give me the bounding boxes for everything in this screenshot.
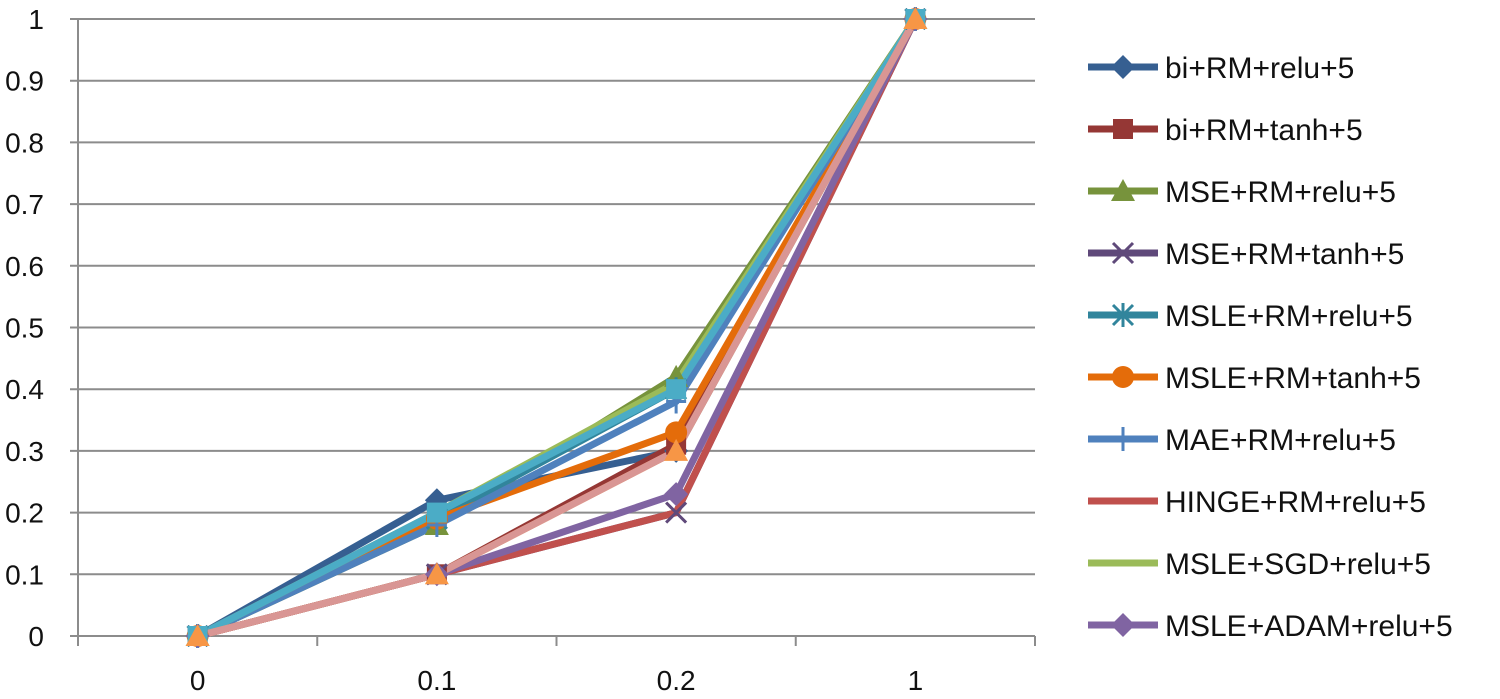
- data-point: [664, 482, 689, 507]
- legend-marker: [1112, 366, 1134, 388]
- legend-marker: [1111, 179, 1135, 201]
- x-tick-label: 0: [190, 665, 206, 696]
- data-point: [665, 421, 688, 444]
- series-markers: [185, 7, 928, 648]
- x-tick-label: 0.1: [417, 665, 456, 696]
- y-tick-label: 1: [28, 4, 44, 35]
- y-tick-label: 0.8: [5, 127, 44, 158]
- series-line: [194, 15, 919, 640]
- data-point: [424, 562, 449, 585]
- y-tick-label: 0.7: [5, 189, 44, 220]
- legend-label: HINGE+RM+relu+5: [1165, 486, 1426, 519]
- legend-label: MSLE+RM+tanh+5: [1165, 362, 1421, 395]
- y-tick-labels: 0 0.1 0.2 0.3 0.4 0.5 0.6 0.7 0.8 0.9 1: [5, 4, 44, 652]
- legend-marker: [1113, 119, 1133, 139]
- legend-marker: [1111, 303, 1135, 327]
- legend-label: MSLE+ADAM+relu+5: [1165, 610, 1453, 643]
- legend-label: MSE+RM+tanh+5: [1165, 238, 1404, 271]
- x-tick-label: 1: [908, 665, 924, 696]
- legend-label: MAE+RM+relu+5: [1165, 424, 1396, 457]
- legend-label: MSLE+RM+relu+5: [1165, 300, 1413, 333]
- legend-marker: [1111, 241, 1135, 265]
- data-point: [665, 501, 688, 524]
- legend-label: bi+RM+tanh+5: [1165, 114, 1363, 147]
- legend-label: MSE+RM+relu+5: [1165, 176, 1396, 209]
- y-tick-label: 0.3: [5, 436, 44, 467]
- legend: bi+RM+relu+5 bi+RM+tanh+5 MSE+RM+relu+5 MSE…: [1088, 52, 1453, 643]
- legend-label: MSLE+SGD+relu+5: [1165, 548, 1431, 581]
- y-tick-label: 0: [28, 621, 44, 652]
- legend-marker: [1111, 613, 1135, 637]
- data-point: [426, 502, 447, 523]
- y-tick-label: 0.2: [5, 498, 44, 529]
- y-tick-label: 0.9: [5, 66, 44, 97]
- data-point: [666, 379, 687, 400]
- series-line: [194, 15, 919, 640]
- x-tick-labels: 0 0.1 0.2 1: [190, 665, 923, 696]
- y-tick-label: 0.5: [5, 313, 44, 344]
- data-point: [903, 7, 928, 29]
- y-tick-label: 0.4: [5, 374, 44, 405]
- legend-label: bi+RM+relu+5: [1165, 52, 1354, 85]
- y-tick-label: 0.1: [5, 559, 44, 590]
- legend-marker: [1113, 427, 1133, 451]
- data-point: [664, 438, 689, 461]
- x-tick-label: 0.2: [657, 665, 696, 696]
- series-lines: [194, 15, 919, 640]
- data-point: [185, 624, 210, 646]
- y-tick-label: 0.6: [5, 251, 44, 282]
- legend-marker: [1111, 55, 1135, 79]
- axes: [77, 19, 1036, 646]
